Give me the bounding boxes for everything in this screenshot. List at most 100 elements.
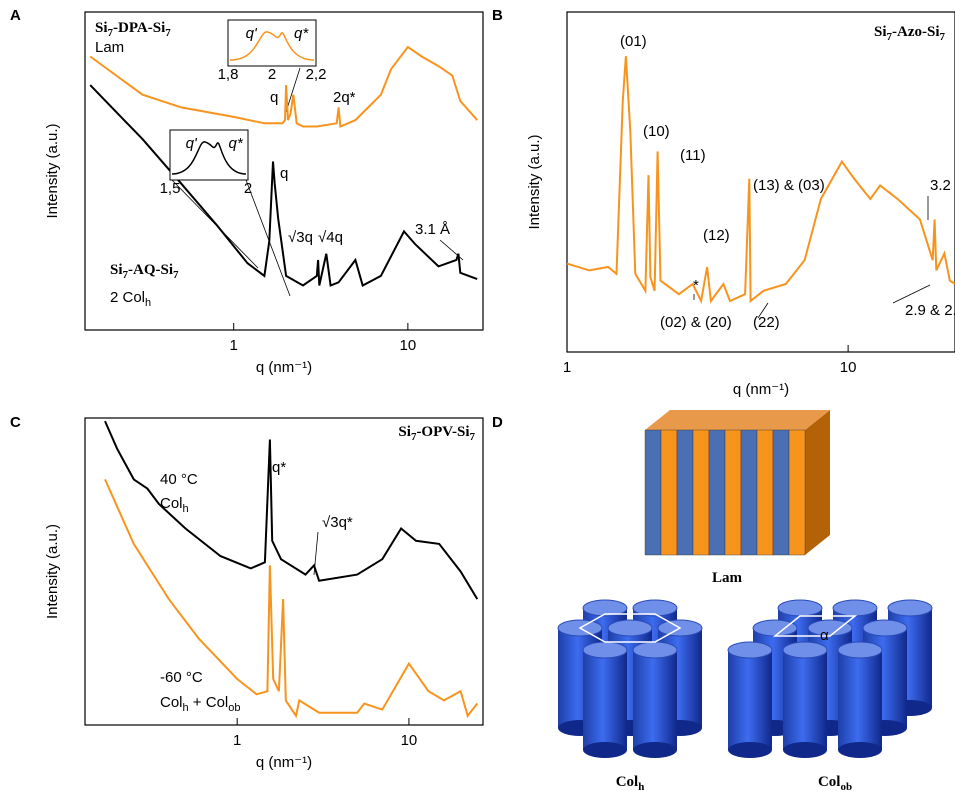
cylinder-top [837, 641, 883, 659]
annotation: q* [272, 459, 286, 476]
x-axis-label: q (nm⁻¹) [733, 381, 789, 398]
annotation: (12) [703, 227, 730, 244]
cylinder-body [838, 650, 882, 750]
series-line [89, 45, 478, 128]
hexagon [578, 613, 682, 643]
text-part: + Col [189, 694, 229, 711]
annotation: q [270, 89, 278, 106]
x-axis-label: q (nm⁻¹) [256, 359, 312, 376]
inset-curve [229, 31, 315, 61]
subscript: h [638, 781, 644, 793]
x-tick-label: 10 [401, 732, 418, 749]
annotation: 2.9 & 2.8 Å [905, 302, 955, 319]
leader-line [245, 179, 291, 297]
inset-tick-label: 2,2 [306, 66, 327, 83]
cylinder-base [633, 742, 677, 758]
annotation: 3.2 Å [930, 177, 955, 194]
y-axis-label: Intensity (a.u.) [44, 524, 61, 619]
annotation: Colh [160, 495, 189, 515]
annotation: (01) [620, 33, 647, 50]
text-part: Col [160, 495, 183, 512]
annotation: √4q [318, 229, 343, 246]
inset-label: q' [186, 135, 198, 152]
series-line [566, 56, 955, 305]
text-part: -OPV-Si [416, 424, 469, 440]
stripe [692, 429, 710, 556]
cylinder-top [887, 599, 933, 617]
plot-frame [84, 11, 484, 331]
annotation: (10) [643, 123, 670, 140]
series-line [89, 84, 478, 287]
panel-label: A [10, 7, 21, 24]
text-part: Col [160, 694, 183, 711]
cylinder-top [632, 641, 678, 659]
subscript: 7 [411, 431, 417, 443]
subscript: h [145, 297, 151, 309]
stripe [740, 429, 758, 556]
cylinder-top [862, 619, 908, 637]
inset-tick-label: 1,5 [160, 180, 181, 197]
annotation: Colh + Colob [160, 694, 241, 714]
annotation: √3q [288, 229, 313, 246]
plot-frame [566, 11, 955, 353]
cylinder-top [807, 619, 853, 637]
annotation: (02) & (20) [660, 314, 732, 331]
text-part: Col [818, 774, 841, 790]
leader-line [892, 284, 931, 304]
inset-tick-label: 2 [244, 180, 252, 197]
stripe [788, 429, 806, 556]
annotation: (11) [680, 147, 706, 164]
annotation: Lam [95, 39, 124, 56]
text-part: -Azo-Si [892, 24, 940, 40]
subscript: 7 [165, 27, 171, 39]
cylinder-body [583, 650, 627, 750]
x-tick-label: 1 [563, 359, 571, 376]
annotation: 40 °C [160, 471, 198, 488]
series-name: Si7-AQ-Si7 [110, 262, 179, 281]
cylinder-base [838, 742, 882, 758]
text-part: Si [95, 20, 108, 36]
parallelogram [772, 615, 858, 637]
subscript: h [183, 702, 189, 714]
text-part: -DPA-Si [113, 20, 165, 36]
cylinder-base [583, 742, 627, 758]
cylinders [557, 599, 933, 758]
subscript: 7 [940, 31, 946, 43]
series-name: Si7-DPA-Si7 [95, 20, 171, 39]
cylinder-top [607, 619, 653, 637]
cylinder-base [728, 742, 772, 758]
inset-curve [171, 141, 247, 175]
annotation: * [693, 277, 699, 294]
caption: Lam [712, 570, 743, 586]
annotation: 2 Colh [110, 289, 151, 309]
x-axis-label: q (nm⁻¹) [256, 754, 312, 771]
x-tick-label: 1 [230, 337, 238, 354]
subscript: 7 [123, 269, 129, 281]
angle-label: α [820, 627, 829, 644]
text-part: Si [110, 262, 123, 278]
leader-line [285, 67, 301, 113]
cylinder-top [632, 599, 678, 617]
x-tick-label: 1 [233, 732, 241, 749]
x-tick-label: 10 [840, 359, 857, 376]
cylinder-top [727, 641, 773, 659]
cylinder-body [783, 650, 827, 750]
series-line [104, 420, 479, 600]
stripe [772, 429, 790, 556]
subscript: 7 [887, 31, 893, 43]
y-axis-label: Intensity (a.u.) [44, 123, 61, 218]
cylinder-top [582, 641, 628, 659]
stripe [644, 429, 662, 556]
inset-label: q* [294, 25, 309, 42]
lamellar-block [644, 410, 830, 556]
plot-frame [84, 417, 484, 726]
panel-title: Si7-Azo-Si7 [874, 24, 946, 43]
cylinder-top [782, 641, 828, 659]
panel-title: Si7-OPV-Si7 [398, 424, 475, 443]
subscript: 7 [108, 27, 114, 39]
annotation: q [280, 165, 288, 182]
cylinder-base [783, 742, 827, 758]
cylinder-top [832, 599, 878, 617]
caption: Colh [616, 774, 645, 793]
